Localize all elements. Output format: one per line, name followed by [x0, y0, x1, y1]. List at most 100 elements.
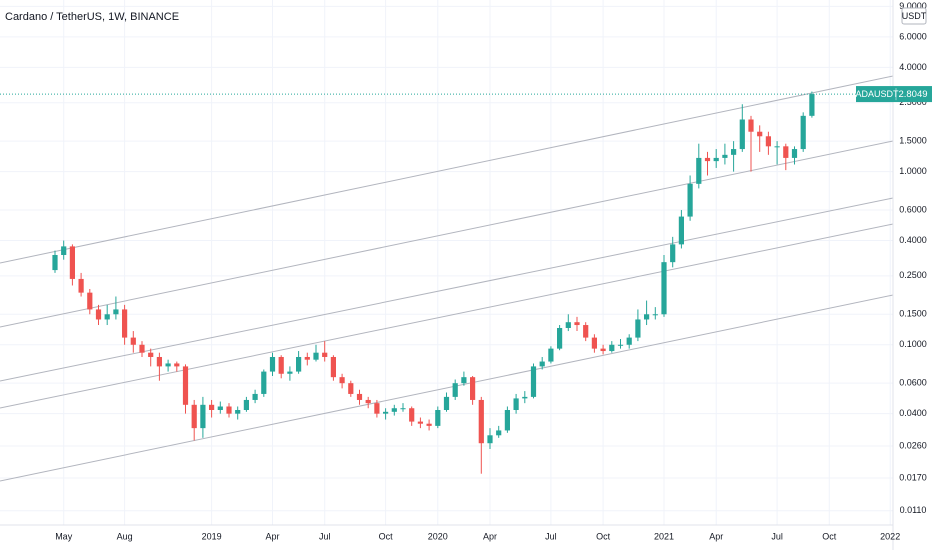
candle-body — [113, 309, 119, 315]
x-tick-label: 2021 — [654, 531, 674, 541]
candle-body — [791, 149, 798, 158]
candle-body — [452, 383, 458, 397]
y-tick-label: 0.1500 — [899, 309, 927, 319]
candle-body — [678, 216, 684, 245]
currency-label: USDT — [902, 11, 927, 21]
candle-body — [530, 366, 537, 397]
y-tick-label: 0.0170 — [899, 472, 927, 482]
candle-body — [365, 399, 371, 404]
trend-line — [0, 294, 894, 482]
candle-body — [69, 246, 75, 279]
candle-body — [391, 408, 397, 412]
axis-layer: 9.0000 6.0000 4.0000 2.5000 1.5000 1.0000 0.60… — [55, 1, 932, 541]
candle-body — [409, 408, 415, 422]
candle-body — [670, 244, 676, 263]
candle-body — [339, 377, 345, 384]
y-tick-label: 6.0000 — [899, 31, 927, 41]
candle-body — [774, 146, 780, 148]
candle-body — [713, 157, 719, 162]
candle-body — [591, 337, 597, 349]
candle-body — [470, 377, 476, 400]
x-tick-label: Apr — [265, 531, 279, 541]
candle-body — [226, 406, 232, 414]
x-tick-label: May — [55, 531, 73, 541]
candle-body — [443, 396, 450, 410]
trend-line — [0, 140, 894, 328]
x-tick-label: Oct — [596, 531, 611, 541]
candle-body — [644, 314, 650, 320]
candle-body — [95, 309, 102, 320]
trend-line — [0, 197, 894, 382]
candle-body — [78, 278, 84, 293]
candle-body — [800, 115, 806, 150]
candle-body — [557, 327, 563, 349]
candle-body — [635, 319, 641, 338]
candle-body — [626, 337, 632, 345]
x-tick-label: Jul — [771, 531, 783, 541]
candle-body — [504, 409, 510, 431]
trend-channel — [0, 75, 894, 482]
last-price-label: 2.8049 — [898, 89, 927, 100]
candle-body — [130, 337, 136, 345]
candle-body — [87, 292, 93, 310]
price-tag — [856, 86, 932, 103]
x-tick-label: 2020 — [428, 531, 448, 541]
candle-body — [235, 409, 241, 414]
candle-body — [330, 356, 336, 378]
candle-body — [269, 356, 276, 372]
candle-body — [539, 361, 545, 367]
candle-body — [783, 146, 789, 158]
candle-body — [296, 356, 302, 372]
candle-body — [287, 371, 293, 374]
grid-layer — [0, 0, 893, 525]
candle-body — [661, 262, 667, 315]
x-tick-label: Apr — [709, 531, 723, 541]
y-tick-label: 0.0600 — [899, 378, 927, 388]
candle-body — [687, 183, 693, 217]
candle-body — [513, 398, 519, 410]
candle-body — [139, 344, 145, 353]
candle-body — [583, 325, 589, 338]
candle-body — [304, 356, 310, 360]
y-tick-label: 0.0110 — [900, 505, 927, 515]
candle-body — [565, 322, 571, 328]
candle-body — [704, 157, 711, 162]
y-tick-label: 1.5000 — [899, 136, 927, 146]
candle-body — [722, 154, 728, 158]
candle-body — [478, 399, 484, 444]
candle-body — [757, 131, 763, 137]
candle-body — [182, 366, 189, 405]
y-tick-label: 0.4000 — [899, 235, 927, 245]
x-tick-label: Jul — [319, 531, 331, 541]
candle-body — [122, 309, 128, 338]
candle-body — [209, 404, 215, 410]
candle-body — [461, 377, 467, 384]
candle-body — [609, 344, 615, 352]
candle-body — [52, 254, 58, 271]
y-tick-label: 0.0400 — [899, 408, 927, 418]
candle-body — [383, 411, 389, 414]
x-tick-label: 2022 — [880, 531, 900, 541]
y-tick-label: 0.1000 — [899, 339, 927, 349]
chart-title: Cardano / TetherUS, 1W, BINANCE — [5, 11, 179, 23]
candle-body — [348, 383, 354, 394]
candle-body — [104, 314, 110, 320]
candle-body — [435, 409, 441, 426]
candle-body — [165, 363, 171, 367]
candle-body — [356, 393, 363, 400]
x-tick-label: Oct — [379, 531, 394, 541]
candle-body — [417, 421, 423, 424]
candle-body — [374, 403, 380, 414]
candle-body — [191, 404, 197, 429]
candle-body — [261, 371, 267, 394]
y-tick-label: 4.0000 — [899, 62, 927, 72]
symbol-label: ADAUSDT — [855, 89, 899, 99]
candle-body — [617, 344, 624, 346]
candle-body — [652, 314, 658, 316]
candle-body — [148, 352, 154, 357]
candle-body — [600, 348, 606, 352]
candle-body — [496, 430, 502, 436]
currency-box[interactable] — [901, 7, 927, 25]
